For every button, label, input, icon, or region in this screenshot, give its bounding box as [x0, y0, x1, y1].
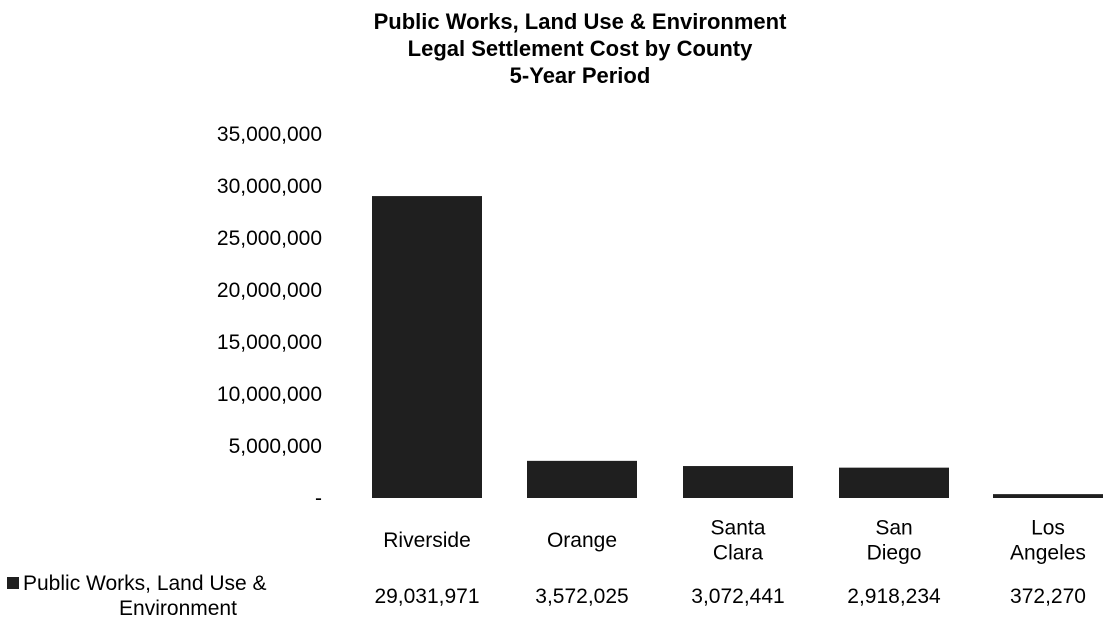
data-label: 29,031,971 [374, 585, 479, 608]
y-axis: - 5,000,000 10,000,000 15,000,000 20,000,000… [217, 123, 322, 510]
chart-title: Public Works, Land Use & Environment Leg… [300, 8, 860, 89]
y-tick-label: 30,000,000 [217, 175, 322, 198]
bar [527, 460, 637, 498]
chart-title-line-1: Public Works, Land Use & Environment [373, 9, 787, 34]
data-label: 3,572,025 [535, 585, 628, 608]
bar [839, 467, 949, 498]
x-tick-label: Santa [711, 517, 766, 540]
bars [372, 196, 1103, 498]
bar [993, 494, 1103, 498]
y-tick-label: 10,000,000 [217, 383, 322, 406]
data-label: 2,918,234 [847, 585, 941, 608]
y-tick-label: 20,000,000 [217, 279, 322, 302]
y-tick-label: - [315, 487, 322, 510]
x-tick-label: Riverside [383, 529, 471, 552]
data-table: Public Works, Land Use &Environment 29,03… [7, 572, 1086, 620]
x-tick-label: Angeles [1010, 542, 1086, 565]
x-tick-label: Clara [713, 542, 764, 565]
legend-label-line-2: Environment [119, 597, 237, 620]
chart-title-line-2: Legal Settlement Cost by County [407, 36, 753, 61]
legend-label-line-1: Public Works, Land Use & [23, 572, 267, 595]
bar [372, 196, 482, 498]
y-tick-label: 35,000,000 [217, 123, 322, 146]
y-tick-label: 5,000,000 [229, 435, 322, 458]
y-tick-label: 15,000,000 [217, 331, 322, 354]
x-tick-label: Diego [867, 542, 922, 565]
data-label: 372,270 [1010, 585, 1086, 608]
data-label: 3,072,441 [691, 585, 784, 608]
legend-swatch [7, 577, 19, 589]
x-tick-label: Orange [547, 529, 617, 552]
x-tick-label: Los [1031, 517, 1065, 540]
chart-title-line-3: 5-Year Period [509, 63, 651, 88]
x-tick-label: San [875, 517, 912, 540]
bar [683, 466, 793, 498]
y-tick-label: 25,000,000 [217, 227, 322, 250]
